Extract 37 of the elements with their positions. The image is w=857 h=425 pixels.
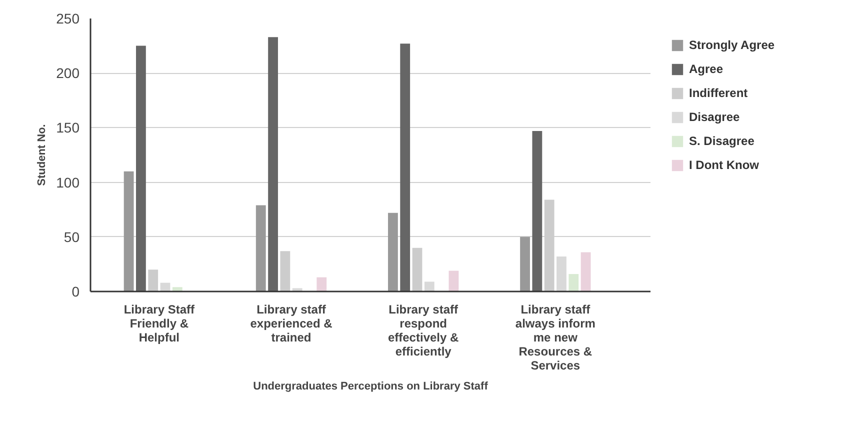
- legend-label: S. Disagree: [689, 134, 754, 148]
- x-tick-label: Library staff always inform me new Resources & Services: [515, 302, 596, 372]
- bar: [292, 288, 302, 292]
- y-axis-title: Student No.: [36, 124, 48, 186]
- y-tick-label: 50: [64, 228, 80, 245]
- y-tick-label: 150: [56, 120, 80, 136]
- bar: [580, 252, 591, 292]
- bar: [568, 274, 579, 292]
- legend-label: I Dont Know: [689, 158, 759, 172]
- legend-label: Indifferent: [689, 86, 748, 100]
- bar: [136, 46, 146, 292]
- bar: [316, 277, 327, 292]
- y-tick-label: 0: [72, 284, 80, 300]
- bar: [268, 37, 278, 292]
- bar: [256, 205, 266, 292]
- x-axis-title: Undergraduates Perceptions on Library Staff: [253, 380, 488, 392]
- legend-label: Strongly Agree: [689, 38, 775, 52]
- bar: [148, 270, 158, 292]
- bar: [400, 44, 410, 292]
- x-tick-label: Library staff respond effectively & efficiently: [388, 302, 460, 358]
- x-tick-label: Library Staff Friendly & Helpful: [124, 302, 196, 344]
- bar: [124, 171, 134, 292]
- y-tick-label: 250: [56, 10, 80, 26]
- bar: [532, 130, 542, 292]
- bar: [424, 282, 434, 292]
- bar: [556, 256, 566, 292]
- y-tick-label: 100: [56, 174, 80, 190]
- bar: [172, 287, 182, 292]
- bar: [520, 236, 530, 292]
- bar: [388, 212, 398, 292]
- bar: [412, 248, 422, 292]
- y-tick-label: 200: [56, 65, 80, 82]
- legend-label: Disagree: [689, 110, 740, 124]
- bar: [280, 251, 290, 292]
- bar: [448, 270, 459, 292]
- legend-label: Agree: [689, 62, 724, 76]
- x-tick-label: Library staff experienced & trained: [250, 302, 333, 344]
